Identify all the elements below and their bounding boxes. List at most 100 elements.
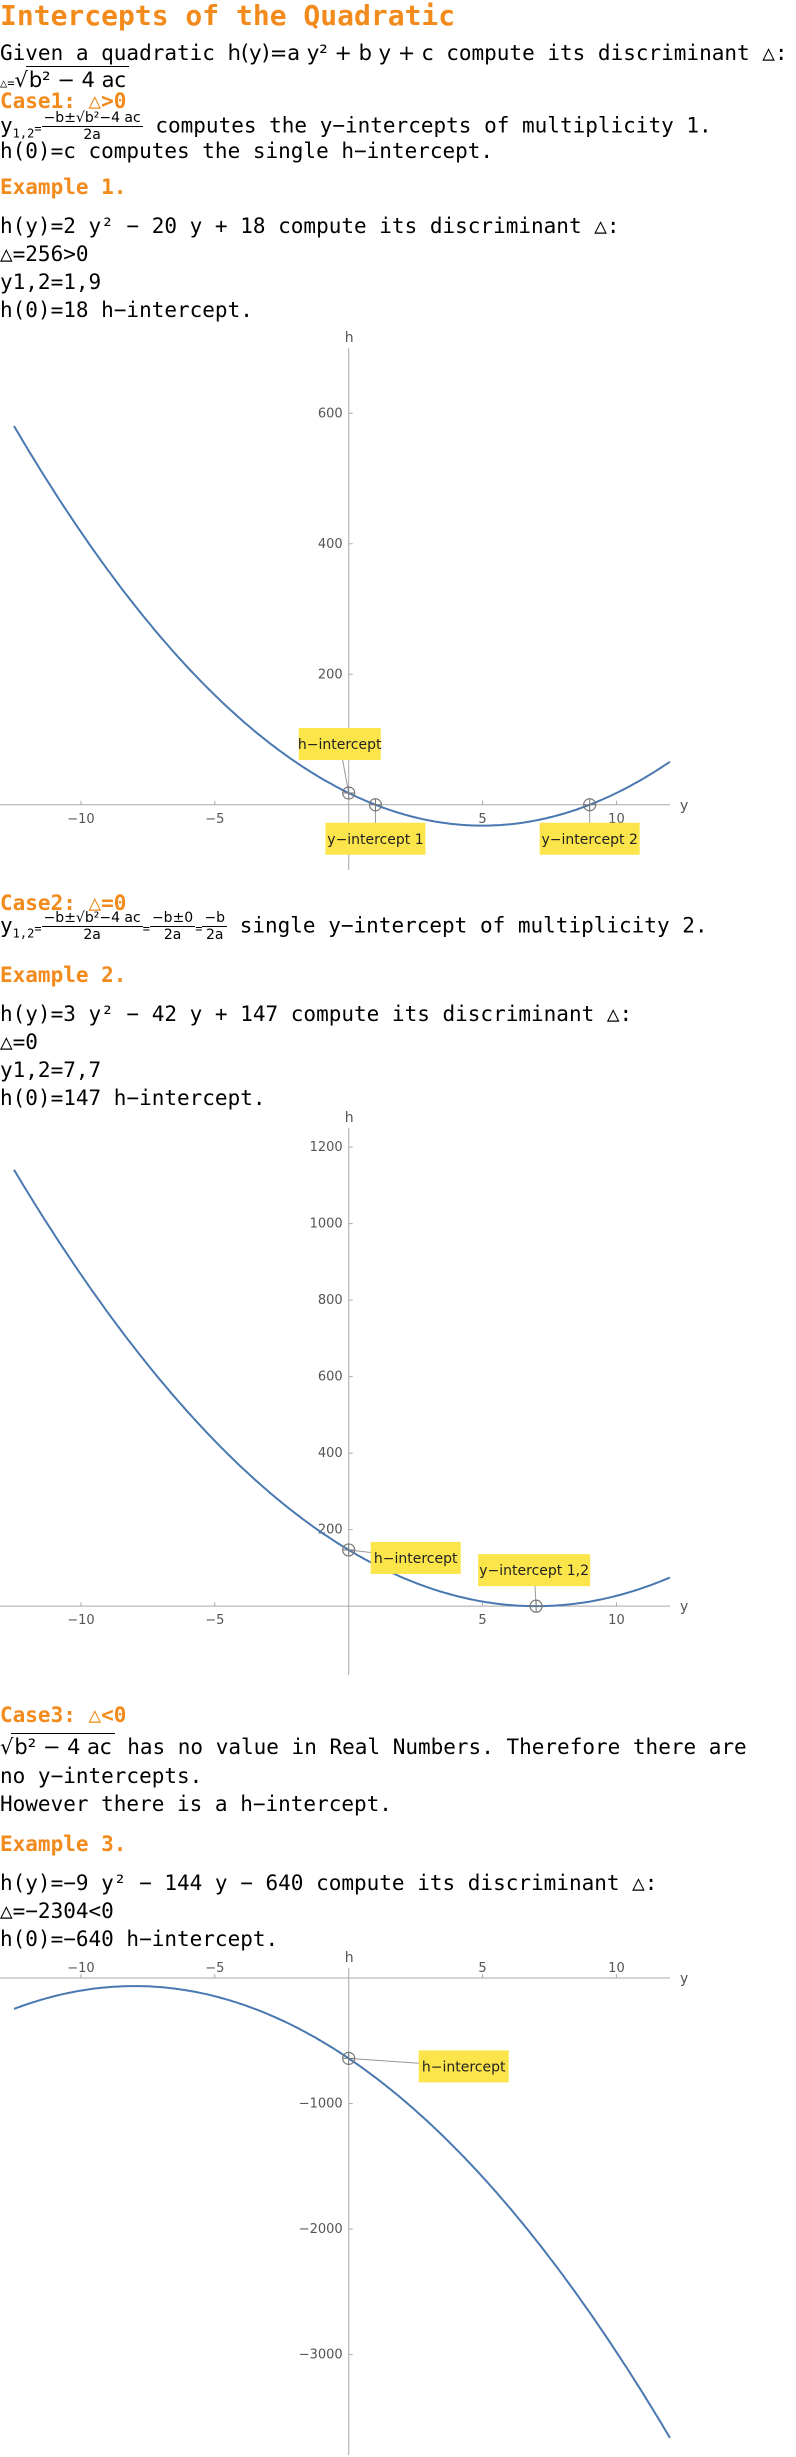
intro-line: Given a quadratic h(y)=a y² + b y + c co… — [0, 40, 788, 66]
y-tick-label: 600 — [318, 1370, 343, 1385]
ex2-line2: △=0 — [0, 1030, 38, 1054]
case3-line3: However there is a h−intercept. — [0, 1792, 392, 1816]
callout-label: y−intercept 1 — [327, 832, 423, 848]
frac-num: −b±√b²−4 ac — [41, 110, 143, 127]
y-tick-label: −1000 — [299, 2097, 343, 2112]
case1-heading: Case1: △>0 — [0, 89, 127, 113]
y-tick-label: −3000 — [299, 2348, 343, 2363]
case1-formula: y1,2= −b±√b²−4 ac 2a computes the y−interc… — [0, 110, 712, 144]
y-tick-label: 600 — [318, 406, 343, 421]
quadratic-equation: h(y)=a y² + b y + c — [227, 41, 434, 65]
eq-sign: = — [34, 921, 42, 936]
ex3-line1: h(y)=−9 y² − 144 y − 640 compute its dis… — [0, 1871, 658, 1895]
x-tick-label: 5 — [478, 1961, 486, 1976]
chart-example-3: y h −10 −5 5 10 −1000 −2000 −3000 h−intercept — [0, 1950, 688, 2455]
y-tick-label: 400 — [318, 1446, 343, 1461]
frac-den: 2a — [83, 927, 101, 943]
ex2-line1: h(y)=3 y² − 42 y + 147 compute its discr… — [0, 1002, 633, 1026]
quadratic-curve — [13, 1169, 671, 1608]
x-tick-label: 10 — [608, 1961, 625, 1976]
case2-formula: y1,2= −b±√b²−4 ac 2a = −b±0 2a = −b 2a single y−… — [0, 910, 708, 944]
ex2-heading: Example 2. — [0, 963, 127, 987]
y-tick-label: 400 — [318, 537, 343, 552]
ex3-heading: Example 3. — [0, 1832, 127, 1856]
y-sub: 1,2 — [12, 126, 35, 141]
x-tick-label: −5 — [205, 1961, 224, 1976]
eq-sign: = — [34, 121, 42, 136]
quadratic-curve — [13, 1985, 671, 2439]
x-tick-label: −10 — [67, 812, 94, 827]
case3-heading: Case3: △<0 — [0, 1703, 127, 1727]
ex1-line3: y1,2=1,9 — [0, 270, 102, 294]
ex1-line1: h(y)=2 y² − 20 y + 18 compute its discri… — [0, 214, 620, 238]
x-tick-label: −10 — [67, 1613, 94, 1628]
frac-num: −b — [202, 910, 228, 927]
frac-num: −b±√b²−4 ac — [41, 910, 143, 927]
quadratic-fraction: −b±√b²−4 ac 2a — [41, 110, 143, 143]
case1-h0: h(0)=c computes the single h−intercept. — [0, 139, 494, 163]
y-tick-label: 1000 — [310, 1217, 343, 1232]
frac-den: 2a — [206, 927, 224, 943]
x-tick-label: −10 — [67, 1961, 94, 1976]
ex1-heading: Example 1. — [0, 175, 127, 199]
ex3-line3: h(0)=−640 h−intercept. — [0, 1927, 279, 1951]
y-tick-label: 200 — [318, 1523, 343, 1538]
ex2-line4: h(0)=147 h−intercept. — [0, 1086, 266, 1110]
disc-radicand: b² − 4 ac — [25, 66, 129, 93]
callout-box — [325, 822, 426, 855]
case2-after: single y−intercept of multiplicity 2. — [227, 913, 708, 938]
y-var: y — [0, 113, 13, 138]
eq-sign: = — [142, 921, 150, 936]
x-axis-label: y — [680, 1971, 688, 1987]
y-tick-label: 200 — [318, 667, 343, 682]
intro-text: Given a quadratic — [0, 41, 228, 65]
quadratic-curve — [13, 425, 671, 827]
fraction-3: −b 2a — [202, 910, 228, 943]
ex2-line3: y1,2=7,7 — [0, 1058, 102, 1082]
y-tick-label: 1200 — [310, 1140, 343, 1155]
frac-den: 2a — [163, 927, 182, 943]
callout-box — [418, 2050, 509, 2083]
callout-box — [539, 822, 640, 855]
x-tick-label: −5 — [205, 1613, 224, 1628]
case2-heading: Case2: △=0 — [0, 891, 127, 915]
case1-after: computes the y−intercepts of multiplicit… — [142, 113, 712, 138]
callout-label: y−intercept 2 — [541, 832, 637, 848]
callout-label: h−intercept — [298, 737, 382, 753]
y-axis-label: h — [345, 1110, 354, 1126]
page-title: Intercepts of the Quadratic — [0, 0, 456, 32]
callout-label: h−intercept — [422, 2059, 506, 2075]
chart-example-1: yh−10 −5 5 10200400600h−intercepty−intercep… — [0, 330, 688, 870]
intro-text-2: compute its discriminant △: — [433, 41, 788, 65]
case3-text: has no value in Real Numbers. Therefore … — [114, 1735, 747, 1759]
ex1-line2: △=256>0 — [0, 242, 89, 266]
x-axis-label: y — [680, 798, 688, 814]
eq-sign: = — [195, 921, 203, 936]
ex1-line4: h(0)=18 h−intercept. — [0, 298, 253, 322]
y-sub: 1,2 — [12, 926, 35, 941]
disc-prefix: △= — [0, 76, 15, 90]
y-tick-label: 800 — [318, 1293, 343, 1308]
x-tick-label: 10 — [608, 1613, 625, 1628]
fraction-1: −b±√b²−4 ac 2a — [41, 910, 143, 943]
x-tick-label: 5 — [478, 812, 486, 827]
callout-box — [298, 728, 381, 761]
case3-radicand: b² − 4 ac — [11, 1733, 115, 1760]
y-tick-label: −2000 — [299, 2222, 343, 2237]
x-axis-label: y — [680, 1599, 688, 1615]
y-var: y — [0, 913, 13, 938]
y-axis-label: h — [345, 1950, 354, 1966]
frac-num: −b±0 — [149, 910, 196, 927]
fraction-2: −b±0 2a — [149, 910, 196, 943]
callout-label: y−intercept 1,2 — [479, 1563, 589, 1579]
frac-den: 2a — [83, 127, 101, 143]
chart-example-2: y h −10 −5 5 10 200 400 600 800 1000 1200 h−intercep… — [0, 1110, 688, 1675]
callout-label: h−intercept — [374, 1551, 458, 1567]
x-tick-label: −5 — [205, 812, 224, 827]
callout-box — [370, 1541, 461, 1574]
discriminant-formula: △=√b² − 4 ac — [0, 66, 129, 96]
x-tick-label: 5 — [478, 1613, 486, 1628]
ex3-line2: △=−2304<0 — [0, 1899, 114, 1923]
y-axis-label: h — [345, 330, 354, 346]
callout-box — [478, 1554, 591, 1587]
